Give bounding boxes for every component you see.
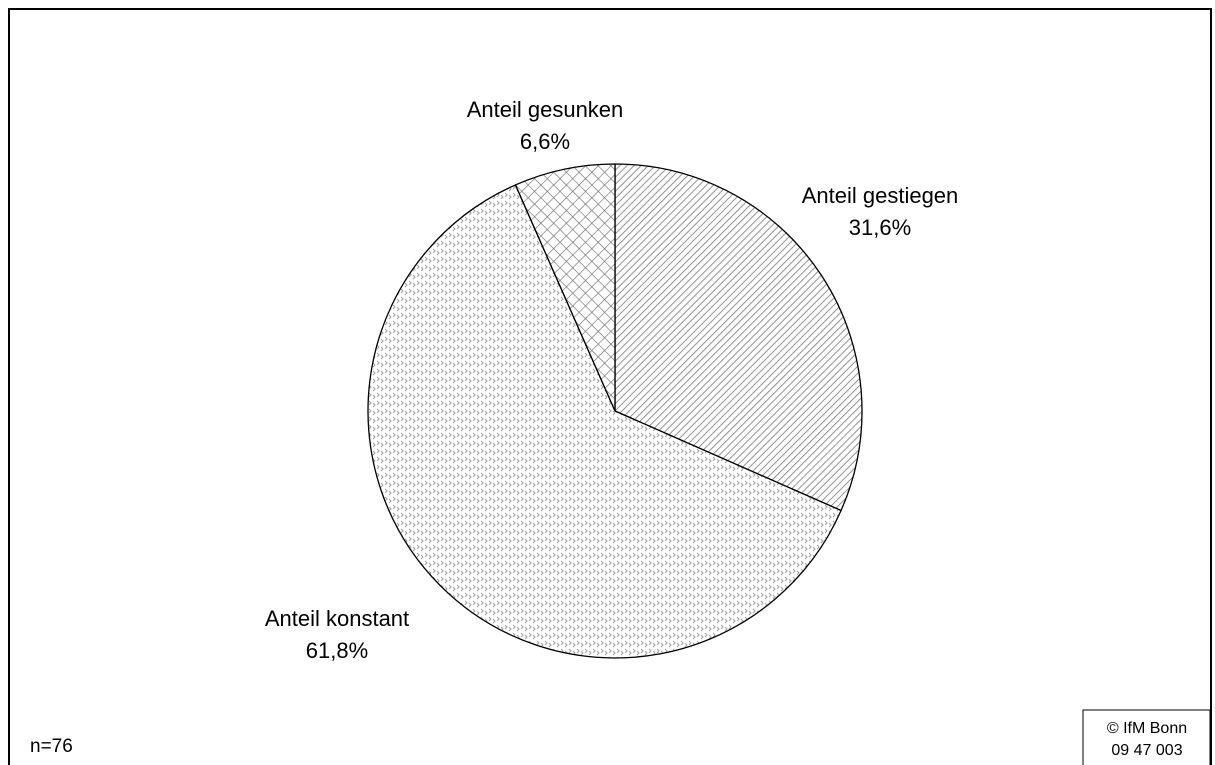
- source: © IfM Bonn: [1107, 720, 1187, 737]
- value-label: 6,6%: [520, 129, 570, 154]
- pie-slice: [367, 184, 842, 659]
- slice-label: Anteil gestiegen: [802, 183, 959, 208]
- source-box: [1082, 709, 1211, 765]
- note: n=76: [30, 736, 73, 757]
- source: 09 47 003: [1111, 742, 1182, 759]
- pie-slice: [614, 163, 863, 512]
- value-label: 61,8%: [306, 638, 368, 663]
- frame: [8, 8, 1212, 765]
- slice-label: Anteil konstant: [265, 606, 409, 631]
- pie-slice: [514, 163, 616, 412]
- value-label: 31,6%: [849, 215, 911, 240]
- slice-label: Anteil gesunken: [467, 97, 624, 122]
- pie: [367, 163, 863, 659]
